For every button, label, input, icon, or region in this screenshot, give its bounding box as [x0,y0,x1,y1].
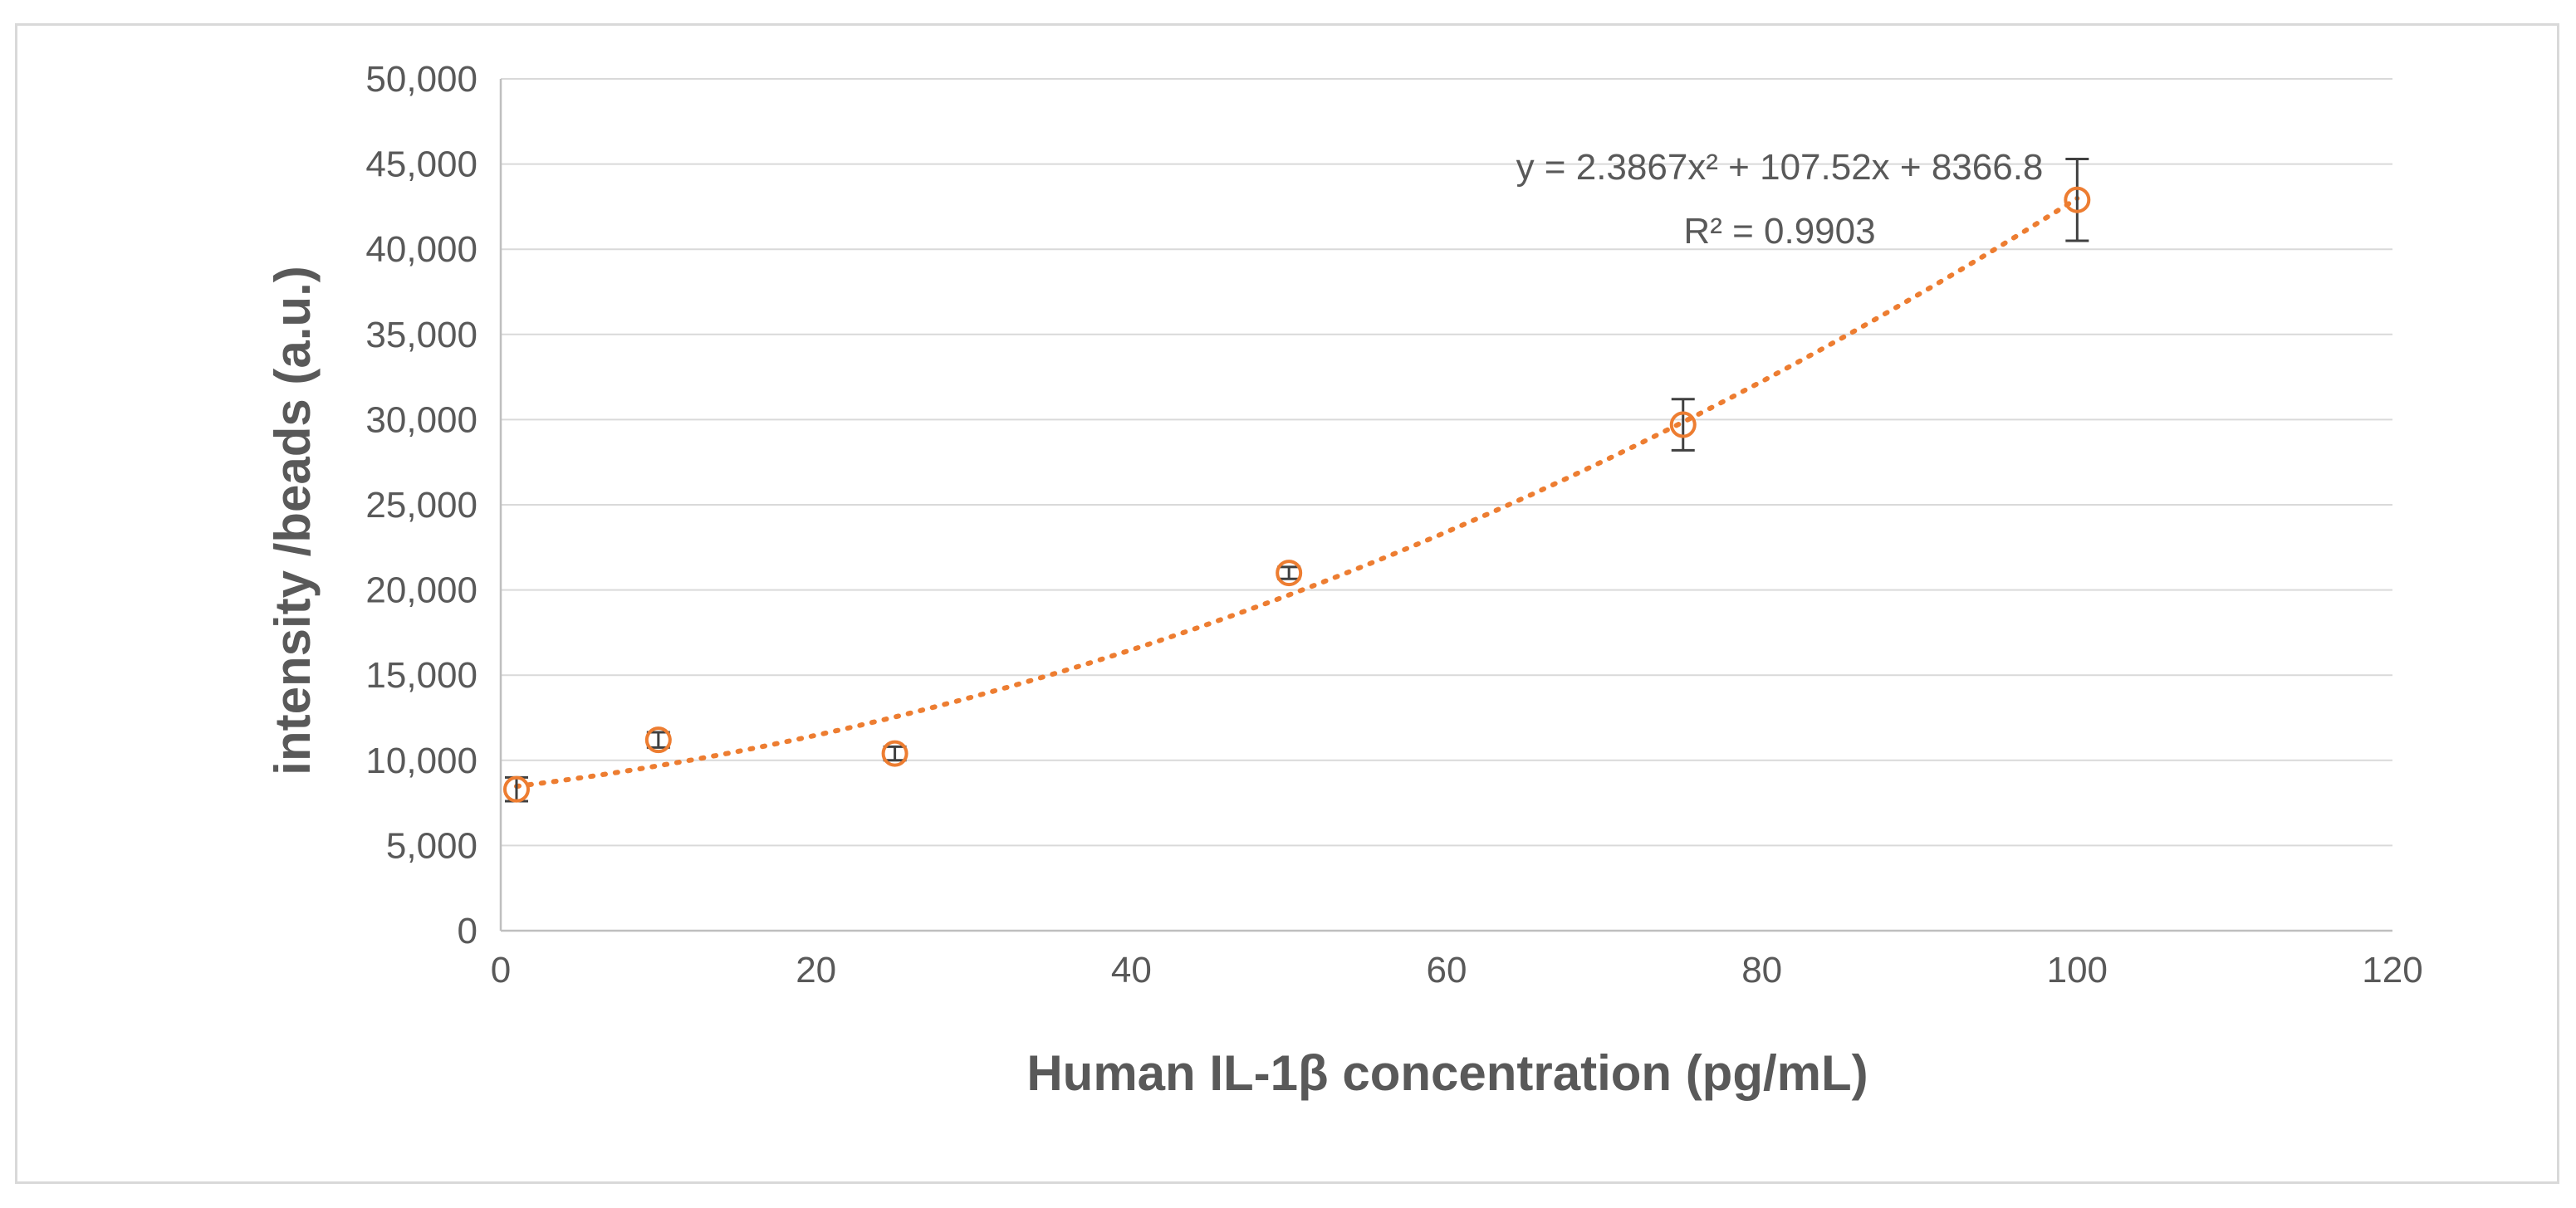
y-tick-label: 15,000 [365,655,477,696]
y-tick-label: 20,000 [365,570,477,611]
error-bar [883,745,907,762]
grid-lines [501,78,2392,847]
trendline-group [514,195,2080,790]
y-tick-label: 30,000 [365,399,477,440]
error-bars [504,157,2089,803]
y-tick-label: 50,000 [365,59,477,100]
y-tick-label: 45,000 [365,144,477,185]
y-tick-labels: 0 5,000 10,000 15,000 20,000 25,000 30,000 35,0… [365,59,477,951]
x-tick-label: 120 [2362,950,2422,990]
data-point [644,726,672,754]
trendline-r-squared: R² = 0.9903 [1683,211,1875,252]
y-tick-label: 40,000 [365,229,477,270]
x-tick-label: 100 [2047,950,2108,990]
x-tick-label: 60 [1427,950,1467,990]
x-tick-label: 80 [1741,950,1782,990]
error-bar [1671,398,1695,452]
chart-frame: 0 5,000 10,000 15,000 20,000 25,000 30,000 35,0… [15,23,2559,1184]
data-point [1669,411,1697,438]
y-axis-title: intensity /beads (a.u.) [265,266,321,775]
error-bar [1277,565,1301,580]
data-point [881,740,908,767]
error-bar [2065,157,2089,242]
x-tick-labels: 0 20 40 60 80 100 120 [491,950,2423,990]
y-tick-label: 5,000 [386,825,477,866]
data-point [2064,186,2091,213]
y-tick-label: 10,000 [365,741,477,781]
x-axis-title: Human IL-1β concentration (pg/mL) [1026,1045,1868,1101]
x-tick-label: 20 [796,950,836,990]
error-bar [646,731,670,749]
y-tick-label: 0 [458,911,477,951]
trendline [514,195,2080,790]
data-point [502,775,530,803]
data-point [1276,560,1303,587]
x-tick-label: 40 [1111,950,1152,990]
axes [499,79,2392,932]
x-tick-label: 0 [491,950,511,990]
y-tick-label: 35,000 [365,315,477,355]
y-tick-label: 25,000 [365,485,477,526]
data-points [502,186,2091,803]
trendline-equation: y = 2.3867x² + 107.52x + 8366.8 [1516,147,2044,188]
chart-svg: 0 5,000 10,000 15,000 20,000 25,000 30,000 35,0… [265,59,2423,1101]
